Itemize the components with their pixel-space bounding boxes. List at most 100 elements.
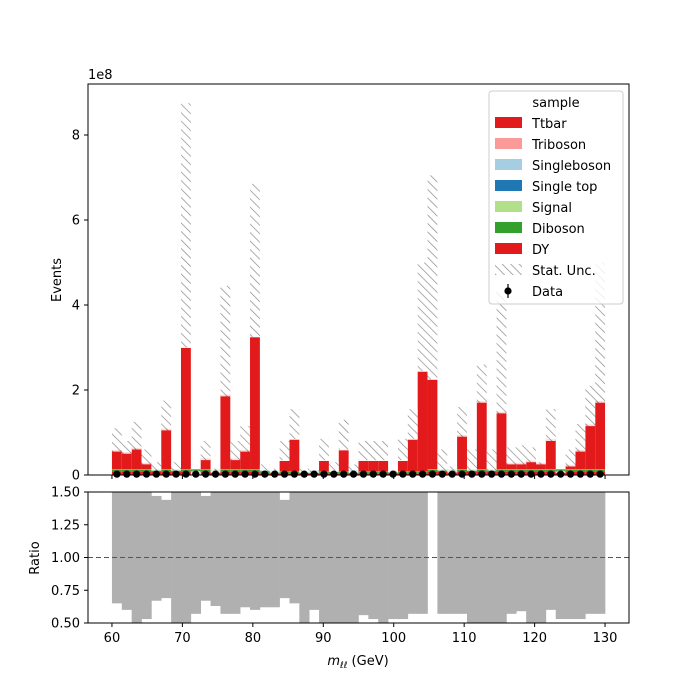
data-point [419,470,427,478]
bar-ttbar [526,460,537,470]
ratio-unc-band [240,492,251,608]
legend-label: DY [532,243,549,258]
bar-ttbar [289,439,300,472]
main-panel: 0 2 4 6 8 [72,83,630,484]
main-axes-frame [87,83,630,476]
data-point [409,470,417,478]
stat-unc-band [457,407,467,437]
bar-diboson [111,469,122,472]
bar-diboson [220,469,231,472]
stat-unc-band [466,449,477,471]
bar-ttbar [141,462,152,470]
bar-ttbar [476,401,487,470]
legend-swatch-data [504,287,512,295]
data-point [369,470,377,478]
stat-unc-band [575,424,586,452]
data-point [300,470,308,478]
stat-unc-band [595,262,606,403]
bar-diboson [516,469,527,472]
ratio-x-tick-label: 120 [522,631,547,646]
ratio-unc-band [230,492,241,614]
data-point [340,470,348,478]
bar-diboson [585,469,596,472]
data-point [468,470,476,478]
ratio-x-tick-label: 90 [315,631,332,646]
ratio-unc-band [397,492,409,620]
bar-ttbar [457,435,467,470]
data-point [221,470,229,478]
bar-diboson [545,469,556,472]
stat-unc-band [476,364,487,403]
data-point [280,470,289,478]
stat-unc-band [348,464,359,473]
bar-diboson [250,469,260,472]
x-axis-label-unit: (GeV) [347,654,388,669]
bar-diboson [526,469,537,472]
data-point [448,470,456,478]
bar-ttbar [368,460,379,472]
data-point [113,470,121,478]
bar-ttbar [417,371,428,472]
ratio-unc-band [328,492,340,623]
ratio-unc-band [161,499,172,599]
bar-ttbar [506,462,517,470]
ratio-unc-band [506,492,517,614]
ratio-unc-band [338,492,349,623]
ratio-unc-band [309,492,320,610]
ratio-unc-band [111,492,123,604]
stat-unc-band [230,441,241,461]
main-y-axis-label: Events [50,258,65,302]
stat-unc-band [180,103,191,348]
ratio-unc-band [516,492,527,612]
data-point [488,470,496,478]
x-axis-label-subscript: ℓℓ [339,661,347,671]
bar-diboson [240,469,251,472]
bar-diboson [575,469,586,472]
stat-unc-band [111,428,122,452]
ratio-x-tick-label: 110 [452,631,477,646]
data-point [566,470,575,478]
ratio-unc-band [407,492,418,614]
main-y-tick-label: 8 [72,129,80,144]
bar-ttbar [111,449,122,470]
bar-diboson [496,469,507,472]
ratio-x-tick-label: 130 [593,631,618,646]
stat-unc-band [319,438,329,461]
y-scale-label: 1e8 [88,68,113,83]
data-point [596,470,604,478]
bar-ttbar [230,458,241,470]
stat-unc-band [240,426,251,452]
data-point [349,470,358,478]
data-point [152,470,160,478]
stat-unc-band [437,449,448,471]
ratio-unc-band [565,492,576,620]
bar-ttbar [516,462,527,470]
legend-label: Stat. Unc. [532,264,596,279]
stat-unc-band [516,445,527,465]
ratio-y-tick-label: 0.50 [51,617,80,632]
bar-ttbar [279,460,290,472]
bar-diboson [230,469,241,472]
bar-ttbar [220,394,231,470]
data-point [527,470,535,478]
stat-unc-band [427,175,438,380]
data-point [586,470,594,478]
bar-diboson [506,469,517,472]
ratio-unc-band [121,492,132,610]
legend: sample Ttbar Triboson Singleboson Single top… [488,90,624,305]
ratio-y-axis-label: Ratio [28,541,43,574]
stat-unc-band [131,421,142,450]
ratio-unc-band [575,492,586,620]
ratio-unc-band [545,492,557,610]
stat-unc-band [565,449,576,467]
legend-swatch-triboson [495,138,522,149]
ratio-panel: 0.50 0.75 1.00 1.25 1.50 60 70 80 90 100 110 120 130 [51,486,630,646]
bar-diboson [190,469,201,472]
data-point [202,470,210,478]
bar-diboson [476,469,487,472]
data-point [517,470,525,478]
ratio-y-tick-label: 1.25 [51,518,80,533]
legend-swatch-dy [495,243,522,254]
legend-box [488,90,624,305]
